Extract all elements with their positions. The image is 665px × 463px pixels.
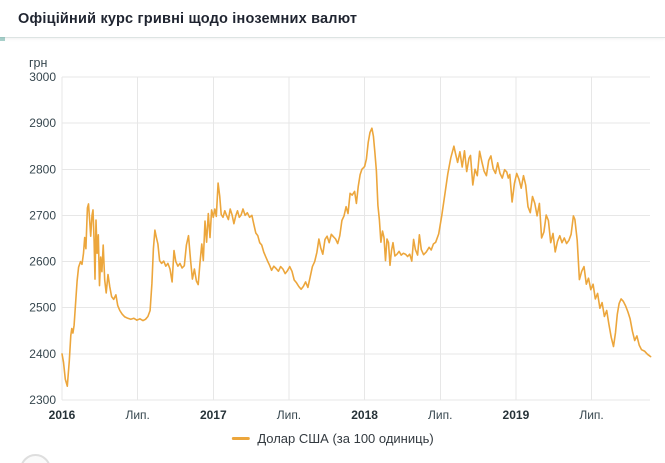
x-axis-tick-label: 2016 xyxy=(49,408,76,422)
header: Офіційний курс гривні щодо іноземних вал… xyxy=(0,0,665,38)
page-title: Офіційний курс гривні щодо іноземних вал… xyxy=(18,10,358,27)
x-axis-tick-label: Лип. xyxy=(125,408,149,422)
usd-rate-series-line[interactable] xyxy=(61,127,652,388)
x-axis-tick-label: 2018 xyxy=(351,408,378,422)
legend-line-swatch xyxy=(231,437,250,440)
legend-series-label: Долар США (за 100 одиниць) xyxy=(257,431,434,446)
y-axis-tick-label: 2600 xyxy=(29,255,56,269)
header-accent-mark xyxy=(0,37,5,41)
y-axis-tick-label: 2900 xyxy=(29,116,56,130)
y-axis-tick-label: 3000 xyxy=(29,70,56,84)
x-axis-tick-label: Лип. xyxy=(579,408,603,422)
y-axis-unit-label: грн xyxy=(29,56,48,70)
y-axis-tick-label: 2500 xyxy=(29,301,56,315)
x-axis-tick-label: Лип. xyxy=(277,408,301,422)
x-axis-tick-label: 2017 xyxy=(200,408,227,422)
x-axis-tick-label: Лип. xyxy=(428,408,452,422)
chart-legend[interactable]: Долар США (за 100 одиниць) xyxy=(231,431,434,446)
x-axis-tick-label: 2019 xyxy=(503,408,530,422)
y-axis-tick-label: 2700 xyxy=(29,208,56,222)
y-axis-tick-label: 2300 xyxy=(29,393,56,407)
y-axis-tick-label: 2400 xyxy=(29,347,56,361)
y-axis-tick-label: 2800 xyxy=(29,162,56,176)
